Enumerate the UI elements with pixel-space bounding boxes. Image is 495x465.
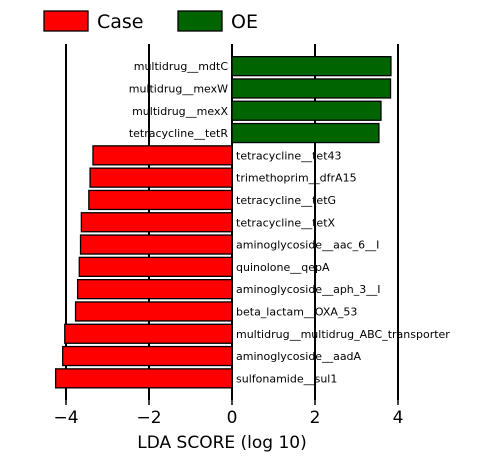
legend: Case OE bbox=[43, 10, 258, 33]
bar-label: tetracycline__tet43 bbox=[236, 149, 342, 162]
bar-label: multidrug__mexW bbox=[129, 82, 228, 95]
x-tick-label: 0 bbox=[227, 408, 238, 428]
bar-label: quinolone__qepA bbox=[236, 261, 330, 274]
bar-label: sulfonamide__sul1 bbox=[236, 372, 337, 385]
bar-label: multidrug__mdtC bbox=[134, 60, 229, 73]
bar-label: aminoglycoside__aac_6__I bbox=[236, 239, 379, 252]
bar bbox=[231, 100, 382, 121]
bar bbox=[231, 56, 392, 77]
bar-label: multidrug__multidrug_ABC_transporter bbox=[236, 328, 450, 341]
legend-swatch bbox=[177, 10, 223, 32]
x-tick-label: 2 bbox=[310, 408, 321, 428]
bars bbox=[54, 56, 392, 389]
bar-label: aminoglycoside__aph_3__I bbox=[236, 283, 381, 296]
bar bbox=[62, 345, 233, 367]
bar bbox=[89, 167, 233, 188]
bar-label: aminoglycoside__aadA bbox=[236, 350, 362, 363]
bar bbox=[88, 189, 233, 211]
x-tick-label: 4 bbox=[393, 408, 404, 428]
bar bbox=[74, 301, 233, 322]
bar-labels: multidrug__mdtC multidrug__mexW multidrug_… bbox=[129, 60, 451, 385]
bar bbox=[79, 234, 233, 255]
legend-label: Case bbox=[97, 11, 144, 33]
bar bbox=[64, 323, 233, 344]
x-axis-title: LDA SCORE (log 10) bbox=[137, 433, 307, 453]
x-tick-label: −4 bbox=[53, 408, 78, 428]
bar bbox=[76, 278, 233, 300]
bar bbox=[78, 256, 233, 278]
x-tick-label: −2 bbox=[136, 408, 161, 428]
x-axis: −4 −2 0 2 4 bbox=[53, 398, 403, 428]
bar bbox=[231, 122, 380, 144]
bar-label: beta_lactam__OXA_53 bbox=[236, 305, 357, 318]
bar bbox=[80, 212, 233, 233]
bar bbox=[92, 145, 233, 166]
legend-label: OE bbox=[231, 11, 258, 33]
bar bbox=[231, 78, 392, 99]
legend-swatch bbox=[43, 10, 89, 32]
bar-label: trimethoprim__dfrA15 bbox=[236, 172, 357, 185]
bar-label: tetracycline__tetR bbox=[129, 127, 229, 140]
bar-label: tetracycline__tetX bbox=[236, 216, 336, 229]
bar bbox=[54, 368, 233, 389]
bar-label: multidrug__mexX bbox=[132, 105, 228, 118]
bar-label: tetracycline__tetG bbox=[236, 194, 336, 207]
